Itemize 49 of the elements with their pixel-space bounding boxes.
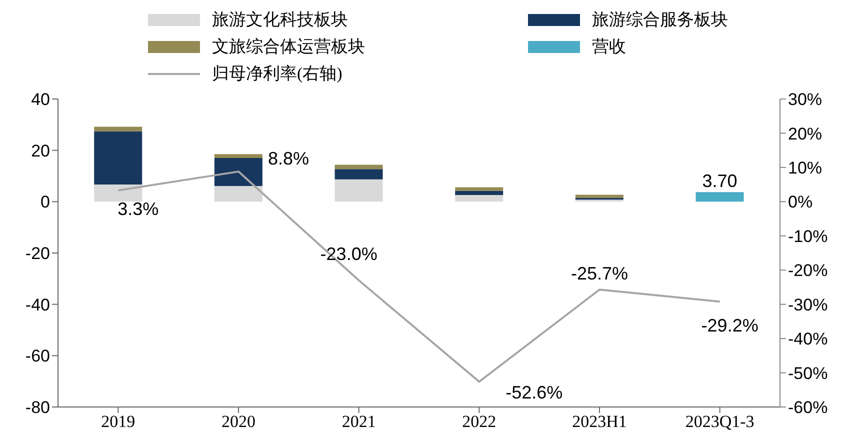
x-tick-label: 2023H1 (572, 412, 627, 432)
y2-tick-label: 20% (788, 124, 822, 144)
data-label: -29.2% (701, 315, 758, 336)
y-tick-label: -20 (25, 244, 50, 264)
y2-tick-label: 30% (788, 90, 822, 110)
bar (214, 154, 262, 158)
bar (334, 169, 383, 180)
bar (334, 179, 383, 202)
y-tick-label: -40 (25, 295, 50, 314)
bar (696, 192, 744, 202)
y2-tick-label: 10% (788, 158, 822, 178)
legend-label: 文旅综合体运营板块 (212, 36, 365, 58)
bar (334, 164, 383, 170)
y2-tick-label: -10% (788, 226, 828, 246)
bar (214, 186, 262, 202)
legend-label: 旅游文化科技板块 (212, 9, 348, 31)
x-tick-label: 2022 (462, 412, 496, 432)
x-tick-label: 2021 (342, 412, 376, 432)
bar (94, 131, 142, 184)
legend-label: 旅游综合服务板块 (592, 9, 728, 31)
data-label: 3.70 (702, 171, 738, 192)
data-label: -52.6% (506, 382, 563, 402)
y-tick-label: -80 (25, 398, 50, 418)
y2-tick-label: -50% (788, 364, 828, 383)
bar (94, 126, 142, 132)
y2-tick-label: -20% (788, 261, 828, 280)
data-label: -25.7% (570, 263, 628, 284)
y2-tick-label: 0% (788, 192, 813, 212)
x-tick-label: 2019 (101, 412, 136, 432)
bar (455, 187, 504, 191)
y-tick-label: 20 (31, 141, 50, 160)
y2-tick-label: -60% (788, 398, 828, 418)
data-label: 8.8% (268, 148, 310, 168)
data-label: -23.0% (320, 244, 378, 264)
legend-label: 营收 (592, 36, 626, 58)
bar (94, 184, 142, 202)
y-tick-label: -60 (25, 346, 50, 366)
y-tick-label: 0 (40, 192, 50, 212)
data-label: 3.3% (118, 199, 159, 220)
y2-tick-label: -30% (788, 295, 828, 314)
legend-label: 归母净利率(右轴) (212, 63, 342, 85)
y2-tick-label: -40% (788, 330, 828, 349)
x-tick-label: 2020 (222, 412, 256, 432)
bar (455, 194, 504, 202)
x-tick-label: 2023Q1-3 (685, 412, 754, 432)
bar (455, 190, 504, 195)
bar (575, 194, 624, 198)
y-tick-label: 40 (31, 90, 50, 110)
bar (214, 158, 262, 186)
